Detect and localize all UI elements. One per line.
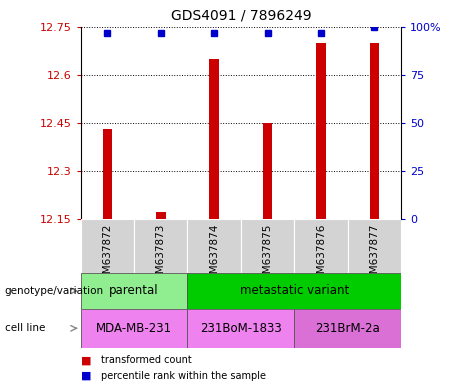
Text: ■: ■ (81, 355, 91, 365)
Text: 231BrM-2a: 231BrM-2a (315, 322, 380, 335)
Text: genotype/variation: genotype/variation (5, 286, 104, 296)
Bar (81, 273, 188, 309)
Bar (102, 129, 112, 219)
Bar (316, 43, 326, 219)
Text: parental: parental (109, 285, 159, 297)
Text: metastatic variant: metastatic variant (240, 285, 349, 297)
Text: ■: ■ (81, 371, 91, 381)
Bar (156, 212, 165, 219)
Text: 231BoM-1833: 231BoM-1833 (200, 322, 282, 335)
Text: GSM637872: GSM637872 (102, 223, 112, 286)
Text: cell line: cell line (5, 323, 45, 333)
Bar (81, 309, 188, 348)
Bar (188, 219, 241, 273)
Text: GSM637874: GSM637874 (209, 223, 219, 286)
Bar (81, 219, 134, 273)
Bar (188, 273, 401, 309)
Text: percentile rank within the sample: percentile rank within the sample (101, 371, 266, 381)
Text: GSM637875: GSM637875 (263, 223, 272, 286)
Bar (348, 219, 401, 273)
Bar (294, 309, 401, 348)
Bar (241, 219, 294, 273)
Bar (294, 219, 348, 273)
Bar (209, 59, 219, 219)
Text: MDA-MB-231: MDA-MB-231 (96, 322, 172, 335)
Title: GDS4091 / 7896249: GDS4091 / 7896249 (171, 9, 311, 23)
Bar (263, 123, 272, 219)
Bar (134, 219, 188, 273)
Bar (188, 309, 294, 348)
Text: GSM637876: GSM637876 (316, 223, 326, 286)
Bar (370, 43, 379, 219)
Text: transformed count: transformed count (101, 355, 192, 365)
Text: GSM637877: GSM637877 (369, 223, 379, 286)
Text: GSM637873: GSM637873 (156, 223, 166, 286)
